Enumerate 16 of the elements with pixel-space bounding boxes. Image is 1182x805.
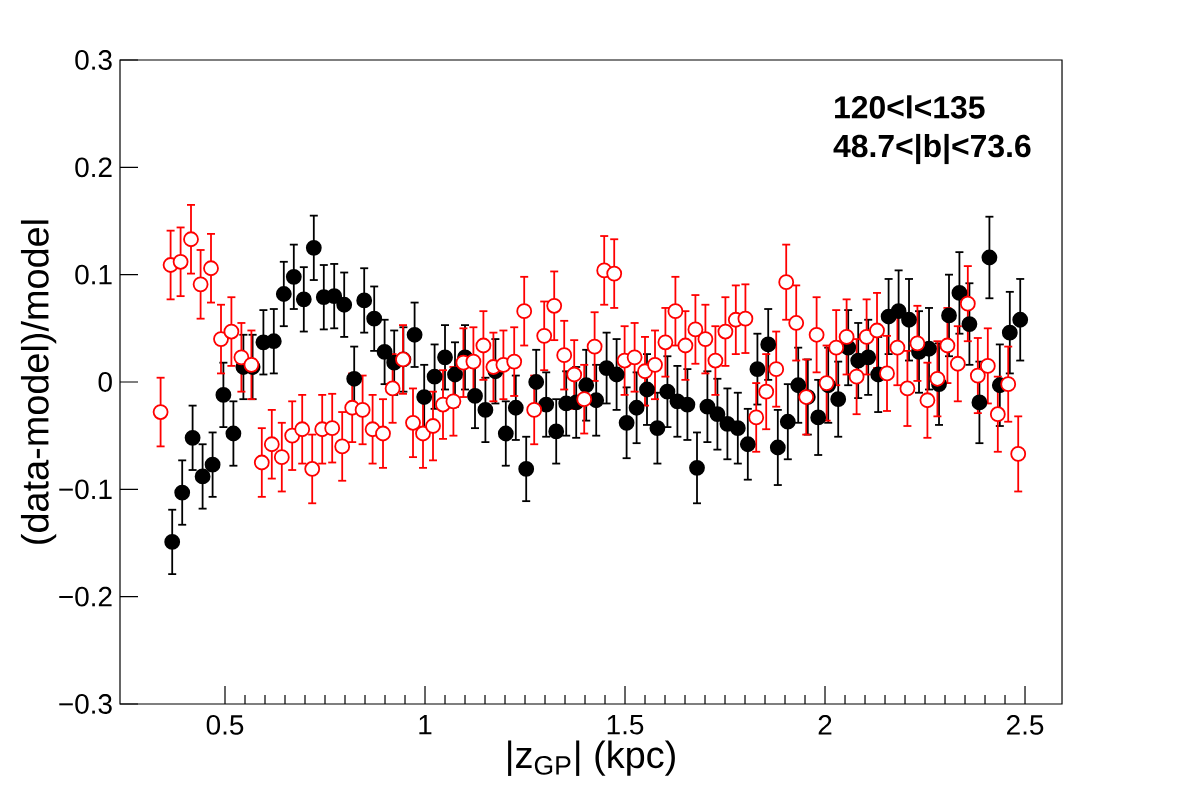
- x-tick-label: 1: [419, 715, 432, 735]
- x-tick-label: 1.5: [607, 715, 644, 735]
- y-tick-label: 0.3: [75, 50, 112, 70]
- annotation: 120<l<135: [835, 95, 985, 119]
- y-tick-label: 0: [98, 372, 112, 392]
- y-tick-label: −0.2: [59, 586, 112, 607]
- x-tick-label: 0.5: [206, 715, 244, 735]
- x-tick-label: 2.5: [1007, 715, 1044, 735]
- y-tick-label: 0.2: [75, 157, 112, 178]
- annotation: 48.7<|b|<73.6: [833, 133, 1031, 165]
- y-tick-label: −0.3: [59, 694, 112, 714]
- x-axis-title: |z$_{GP}$| (kpc): [508, 740, 675, 776]
- y-axis-title: (data-model)/model: [20, 220, 57, 544]
- y-tick-label: −0.1: [59, 479, 112, 500]
- y-tick-label: 0.1: [75, 264, 112, 285]
- x-tick-label: 2: [818, 715, 832, 735]
